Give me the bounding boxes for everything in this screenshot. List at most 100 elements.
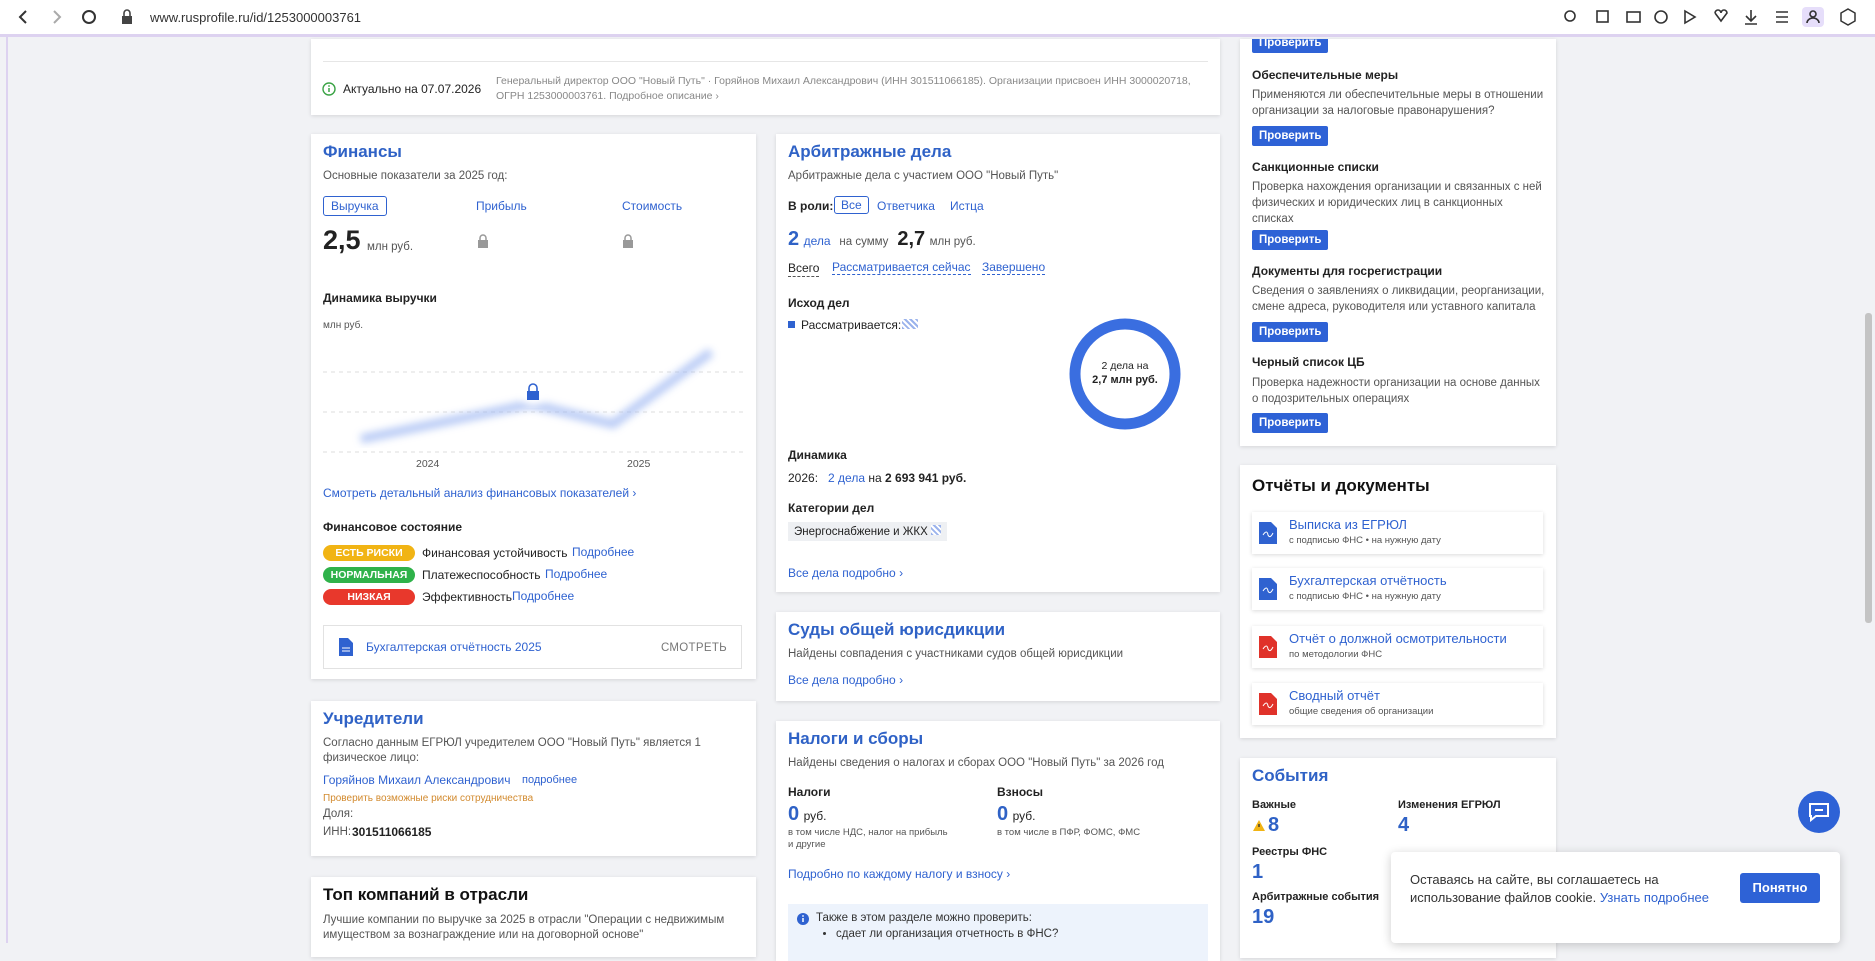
unit: руб. [1012, 809, 1036, 823]
report-action[interactable]: СМОТРЕТЬ [660, 642, 727, 654]
report-item[interactable]: Бухгалтерская отчётность с подписью ФНС … [1252, 568, 1543, 610]
info-icon [322, 82, 336, 96]
event-value[interactable]: 4 [1398, 814, 1410, 836]
report-item[interactable]: Выписка из ЕГРЮЛ с подписью ФНС • на нуж… [1252, 512, 1543, 554]
report-title[interactable]: Выписка из ЕГРЮЛ [1289, 517, 1407, 532]
dynamics-count[interactable]: 2 дела [828, 471, 866, 485]
report-link[interactable]: Бухгалтерская отчётность 2025 [366, 640, 542, 654]
sum-unit: млн руб. [929, 236, 976, 248]
state-label: Эффективность [422, 590, 513, 604]
doc-icon [339, 638, 353, 656]
value: 0 [788, 803, 800, 825]
check-text: Проверка надежности организации на основ… [1252, 377, 1540, 405]
cookie-message: Оставаясь на сайте, вы соглашаетесь на и… [1410, 872, 1659, 905]
check-title: Черный список ЦБ [1252, 355, 1365, 369]
doc-icon [1259, 522, 1277, 544]
filter[interactable]: Всего [788, 261, 820, 277]
risk-link[interactable]: Проверить возможные риски сотрудничества [323, 793, 534, 804]
chart-title: Динамика выручки [323, 291, 437, 305]
role[interactable]: Истца [950, 199, 984, 213]
report-item[interactable]: Сводный отчёт общие сведения об организа… [1252, 683, 1543, 725]
tab[interactable]: Выручка [323, 196, 387, 216]
frame-left [6, 36, 8, 943]
check-button[interactable]: Проверить [1252, 39, 1329, 53]
status: Актуально на 07.07.2026 [343, 82, 482, 96]
reports-card: Отчёты и документы Выписка из ЕГРЮЛ с по… [1240, 465, 1556, 738]
locked-chart [323, 348, 743, 453]
cookie-text: Оставаясь на сайте, вы соглашаетесь на и… [1410, 871, 1720, 907]
section-title: Налоги и сборы [788, 729, 924, 748]
legend-swatch [788, 321, 795, 328]
event-value[interactable]: 8 [1268, 814, 1280, 836]
pdf-icon [1259, 693, 1277, 715]
tab[interactable]: Прибыль [476, 199, 527, 213]
check-button[interactable]: Проверить [1252, 230, 1329, 250]
category: Энергоснабжение и ЖКХ [794, 526, 928, 538]
courts-card: Суды общей юрисдикции Найдены совпадения… [776, 612, 1220, 701]
check-button[interactable]: Проверить [1252, 126, 1329, 146]
nav-icons [18, 10, 96, 24]
taxes-card: Налоги и сборы Найдены сведения о налога… [776, 721, 1220, 961]
state-link[interactable]: Подробнее [512, 589, 575, 603]
check-text: Применяются ли обеспечительные меры в от… [1252, 89, 1544, 117]
cases-link[interactable]: Все дела подробно › [788, 673, 904, 687]
section-title: Топ компаний в отрасли [323, 885, 529, 904]
chat-button[interactable] [1798, 791, 1840, 833]
donut-line: 2 дела на [1101, 360, 1149, 372]
subtitle: Основные показатели за 2025 год: [323, 170, 508, 182]
check-button[interactable]: Проверить [1252, 322, 1329, 342]
column-note: в том числе в ПФР, ФОМС, ФМС [997, 827, 1141, 838]
badge: НОРМАЛЬНАЯ [323, 567, 415, 583]
dynamics-title: Динамика [788, 448, 847, 462]
dynamics-on: на [868, 471, 882, 485]
checks-card: Проверить Обеспечительные меры Применяют… [1240, 39, 1556, 446]
report-item[interactable]: Отчёт о должной осмотрительности по мето… [1252, 626, 1543, 668]
cookie-button[interactable]: Понятно [1740, 873, 1820, 903]
report-title[interactable]: Бухгалтерская отчётность [1289, 573, 1447, 588]
inn: 301511066185 [352, 825, 432, 839]
analysis-link[interactable]: Смотреть детальный анализ финансовых пок… [323, 486, 637, 500]
lock-icon [122, 9, 132, 24]
count[interactable]: 2 [788, 228, 800, 250]
cases-link[interactable]: Все дела подробно › [788, 566, 904, 580]
column-value: 0 руб. [997, 803, 1035, 826]
scrollbar-thumb[interactable] [1865, 313, 1872, 623]
founder-name[interactable]: Горяйнов Михаил Александрович [323, 773, 511, 787]
more-link[interactable]: подробнее [522, 774, 578, 786]
check-title: Санкционные списки [1252, 160, 1379, 174]
filter[interactable]: Рассматривается сейчас [832, 260, 971, 275]
section-title: Суды общей юрисдикции [788, 620, 1006, 639]
report-title[interactable]: Отчёт о должной осмотрительности [1289, 631, 1507, 646]
event-value[interactable]: 1 [1252, 861, 1264, 883]
state-link[interactable]: Подробнее [545, 567, 608, 581]
year: 2024 [416, 458, 440, 470]
info-item: сдает ли организация отчетность в ФНС? [836, 927, 1058, 942]
filter[interactable]: Завершено [982, 260, 1046, 275]
year: 2025 [627, 458, 651, 470]
description: Генеральный директор ООО "Новый Путь" · … [496, 75, 1191, 102]
report-title[interactable]: Сводный отчёт [1289, 688, 1380, 703]
section-title: Отчёты и документы [1252, 476, 1430, 495]
role[interactable]: Все [834, 196, 869, 214]
check-button[interactable]: Проверить [1252, 413, 1329, 433]
tab[interactable]: Стоимость [622, 199, 683, 213]
toolbar-icons [1564, 7, 1824, 27]
count-unit[interactable]: дела [803, 234, 831, 248]
count-line: 2 дела на сумму 2,7 млн руб. [788, 228, 976, 251]
chat-icon [1809, 803, 1829, 822]
section-title: Финансы [323, 142, 402, 161]
event-value[interactable]: 19 [1252, 906, 1275, 928]
check-title: Документы для госрегистрации [1252, 264, 1443, 278]
cookie-link[interactable]: Узнать подробнее [1599, 890, 1709, 905]
state-link[interactable]: Подробнее [572, 545, 635, 559]
info-text: Также в этом разделе можно проверить: [816, 912, 1032, 924]
role[interactable]: Ответчика [877, 199, 935, 213]
taxes-link[interactable]: Подробно по каждому налогу и взносу › [788, 867, 1011, 881]
report-box[interactable]: Бухгалтерская отчётность 2025 СМОТРЕТЬ [323, 625, 742, 669]
url[interactable]: www.rusprofile.ru/id/1253000003761 [150, 10, 362, 25]
value: 2,5 [323, 225, 361, 255]
extension-icon [1840, 8, 1856, 26]
text: Найдены сведения о налогах и сборах ООО … [788, 757, 1164, 769]
category-chip: Энергоснабжение и ЖКХ [788, 522, 947, 541]
